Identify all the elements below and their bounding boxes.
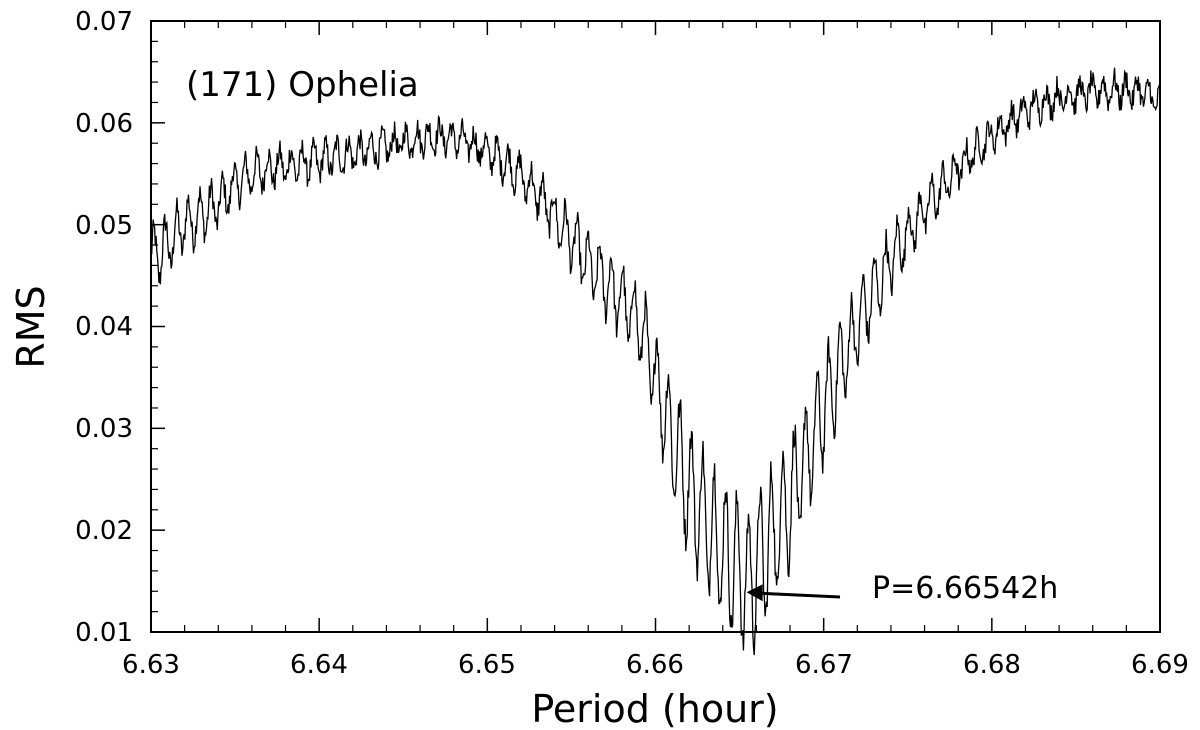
y-axis-label: RMS: [9, 285, 53, 368]
y-tick-label: 0.04: [75, 312, 133, 342]
y-tick-label: 0.03: [75, 414, 133, 444]
period-annotation: P=6.66542h: [872, 571, 1058, 606]
x-tick-label: 6.64: [290, 650, 348, 680]
y-tick-label: 0.02: [75, 516, 133, 546]
x-tick-label: 6.68: [963, 650, 1021, 680]
plot-area: [150, 67, 1161, 656]
y-tick-label: 0.05: [75, 211, 133, 241]
x-tick-label: 6.69: [1131, 650, 1189, 680]
x-tick-label: 6.67: [795, 650, 853, 680]
rms-series-line: [150, 67, 1161, 656]
axis-ticks: [150, 20, 1161, 633]
x-axis-label: Period (hour): [531, 687, 778, 730]
y-tick-label: 0.01: [75, 618, 133, 648]
annotation-arrow-shaft: [760, 591, 841, 599]
x-tick-label: 6.66: [626, 650, 684, 680]
plot-frame: [150, 20, 1161, 633]
x-tick-label: 6.65: [458, 650, 516, 680]
y-tick-label: 0.06: [75, 109, 133, 139]
y-tick-label: 0.07: [75, 7, 133, 37]
chart-title: (171) Ophelia: [186, 65, 419, 105]
annotation-arrow-head: [746, 584, 763, 602]
x-tick-label: 6.63: [122, 650, 180, 680]
